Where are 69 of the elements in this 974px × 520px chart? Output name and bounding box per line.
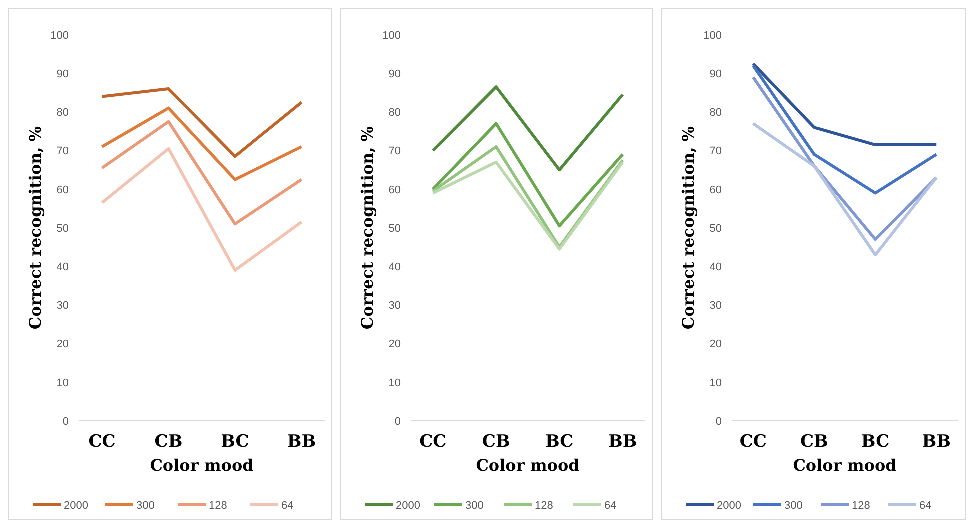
y-tick-label: 50 (389, 222, 402, 235)
y-tick-label: 70 (710, 146, 722, 158)
y-tick-label: 50 (710, 222, 722, 235)
x-tick-label: BB (287, 432, 316, 452)
y-axis-title: Correct recognition, % (679, 126, 698, 330)
y-tick-label: 40 (710, 261, 722, 274)
y-tick-label: 90 (710, 68, 722, 80)
y-tick-label: 60 (710, 184, 722, 196)
line-series (432, 86, 625, 172)
y-tick-label: 40 (56, 261, 69, 274)
y-tick-label: 100 (50, 30, 69, 42)
x-tick-label: BC (862, 432, 890, 452)
x-axis-title: Color mood (793, 456, 897, 475)
legend-label: 2000 (64, 500, 88, 512)
y-tick-label: 100 (383, 30, 402, 42)
y-tick-label: 80 (56, 107, 69, 120)
y-tick-label: 100 (704, 30, 722, 42)
x-tick-label: CC (88, 432, 116, 452)
y-axis-title: Correct recognition, % (358, 126, 378, 330)
legend-label: 64 (920, 500, 932, 512)
y-tick-label: 0 (62, 416, 69, 428)
legend-label: 2000 (717, 500, 742, 512)
x-tick-label: CB (154, 432, 183, 452)
x-tick-label: CB (800, 432, 829, 452)
y-tick-label: 70 (56, 146, 69, 158)
y-tick-label: 80 (389, 107, 402, 120)
y-tick-label: 60 (56, 184, 69, 196)
x-tick-label: BC (546, 432, 574, 452)
y-tick-label: 0 (395, 416, 402, 428)
y-tick-label: 70 (389, 146, 402, 158)
legend-label: 128 (852, 500, 870, 512)
legend-label: 128 (535, 500, 554, 512)
y-tick-label: 80 (710, 107, 722, 120)
y-tick-label: 90 (56, 68, 69, 80)
line-series (100, 147, 304, 272)
x-tick-label: BB (922, 432, 952, 452)
x-tick-label: CC (420, 432, 448, 452)
y-tick-label: 30 (56, 300, 69, 312)
line-series (100, 88, 304, 158)
legend-label: 64 (282, 500, 294, 512)
line-series (432, 122, 625, 228)
y-tick-label: 10 (389, 377, 402, 390)
legend-label: 300 (136, 500, 155, 512)
line-series (100, 120, 304, 226)
legend-label: 300 (466, 500, 484, 512)
x-tick-label: CB (482, 432, 511, 452)
legend-label: 64 (604, 500, 618, 512)
y-tick-label: 90 (389, 68, 402, 80)
line-series (752, 122, 938, 257)
y-tick-label: 10 (710, 377, 722, 390)
y-tick-label: 20 (710, 338, 722, 351)
y-tick-label: 50 (56, 222, 69, 235)
y-tick-label: 20 (389, 338, 402, 351)
y-tick-label: 20 (56, 338, 69, 351)
y-axis-title: Correct recognition, % (26, 126, 45, 330)
x-tick-label: BB (608, 432, 638, 452)
y-tick-label: 0 (716, 416, 722, 428)
legend-label: 2000 (396, 500, 421, 512)
y-tick-label: 40 (389, 261, 402, 274)
legend-label: 300 (784, 500, 803, 512)
y-tick-label: 30 (710, 300, 722, 312)
x-axis-title: Color mood (476, 456, 580, 475)
y-tick-label: 10 (56, 377, 69, 390)
x-tick-label: BC (221, 432, 250, 452)
y-tick-label: 60 (389, 184, 402, 196)
x-axis-title: Color mood (150, 456, 254, 475)
y-tick-label: 30 (389, 300, 402, 312)
legend-label: 128 (209, 500, 228, 512)
x-tick-label: CC (740, 432, 768, 452)
